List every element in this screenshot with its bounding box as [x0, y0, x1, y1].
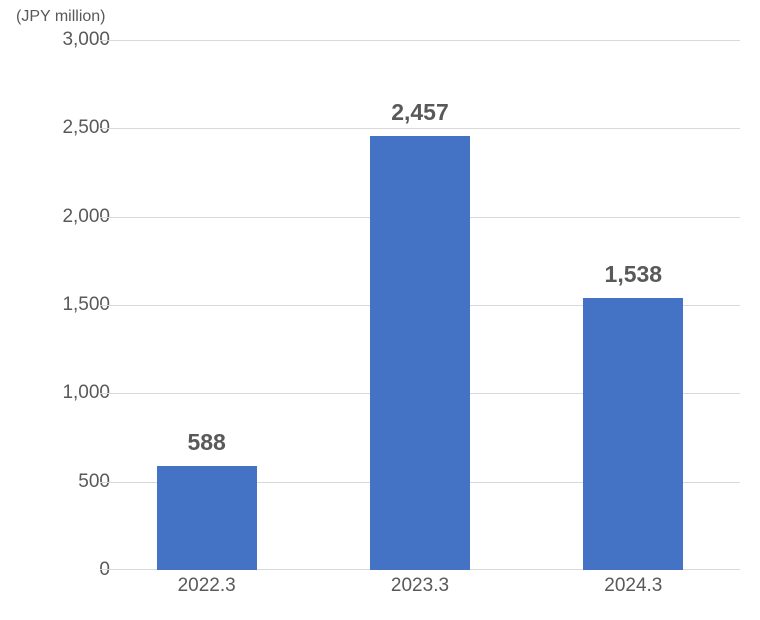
x-axis-labels: 2022.3 2023.3 2024.3 [100, 575, 740, 597]
x-tick-label: 2023.3 [313, 575, 526, 597]
y-tick-label: 0 [20, 559, 110, 581]
bar-group: 2,457 [313, 99, 526, 570]
y-tick-label: 1,500 [20, 294, 110, 316]
bar [157, 466, 257, 570]
bar [370, 136, 470, 570]
bar-value-label: 1,538 [605, 261, 663, 288]
y-tick-label: 2,000 [20, 206, 110, 228]
bar-group: 1,538 [527, 261, 740, 570]
bar-chart: (JPY million) 3,000 2,500 2,000 1,500 1,… [0, 0, 760, 620]
bar-value-label: 588 [187, 429, 225, 456]
bar-group: 588 [100, 429, 313, 570]
x-tick-label: 2022.3 [100, 575, 313, 597]
plot-area: 588 2,457 1,538 [100, 40, 740, 570]
y-tick-label: 1,000 [20, 382, 110, 404]
y-tick-label: 2,500 [20, 117, 110, 139]
bar-value-label: 2,457 [391, 99, 449, 126]
y-tick-label: 500 [20, 471, 110, 493]
unit-label: (JPY million) [16, 8, 106, 26]
y-tick-label: 3,000 [20, 29, 110, 51]
bar [583, 298, 683, 570]
x-tick-label: 2024.3 [527, 575, 740, 597]
bars-group: 588 2,457 1,538 [100, 40, 740, 570]
